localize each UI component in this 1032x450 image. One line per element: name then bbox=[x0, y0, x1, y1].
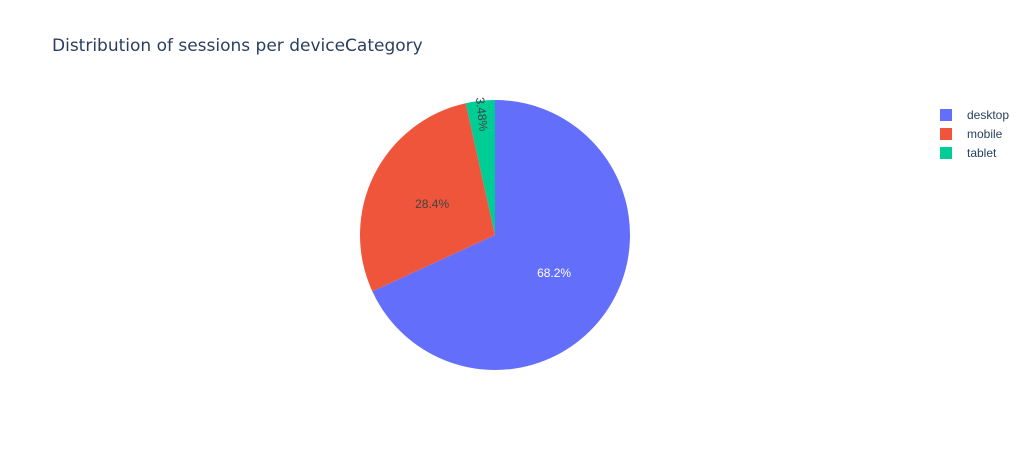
pie-slice-tablet[interactable] bbox=[465, 100, 495, 235]
slice-label-mobile: 28.4% bbox=[415, 197, 449, 211]
slice-label-tablet: 3.48% bbox=[473, 97, 491, 133]
pie-slice-mobile[interactable] bbox=[359, 103, 495, 292]
legend-label-desktop: desktop bbox=[967, 108, 1009, 122]
pie-slice-desktop[interactable] bbox=[372, 100, 631, 370]
legend-swatch-mobile bbox=[940, 128, 952, 140]
legend-item-tablet[interactable]: tablet bbox=[940, 146, 997, 160]
legend[interactable]: desktop mobile tablet bbox=[940, 108, 1009, 160]
legend-item-mobile[interactable]: mobile bbox=[940, 127, 1003, 141]
pie-slices bbox=[359, 100, 631, 370]
legend-swatch-desktop bbox=[940, 109, 952, 121]
legend-item-desktop[interactable]: desktop bbox=[940, 108, 1009, 122]
pie-slice-labels: 68.2% 28.4% 3.48% bbox=[415, 97, 571, 280]
legend-label-mobile: mobile bbox=[967, 127, 1003, 141]
legend-swatch-tablet bbox=[940, 147, 952, 159]
chart-title: Distribution of sessions per deviceCateg… bbox=[52, 36, 423, 56]
legend-label-tablet: tablet bbox=[967, 146, 997, 160]
slice-label-desktop: 68.2% bbox=[537, 266, 571, 280]
